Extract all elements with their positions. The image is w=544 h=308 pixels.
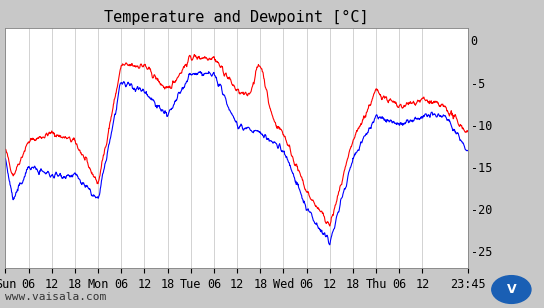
Circle shape [492,276,531,303]
Title: Temperature and Dewpoint [°C]: Temperature and Dewpoint [°C] [104,10,369,25]
Text: www.vaisala.com: www.vaisala.com [5,292,107,302]
Text: V: V [506,283,516,296]
